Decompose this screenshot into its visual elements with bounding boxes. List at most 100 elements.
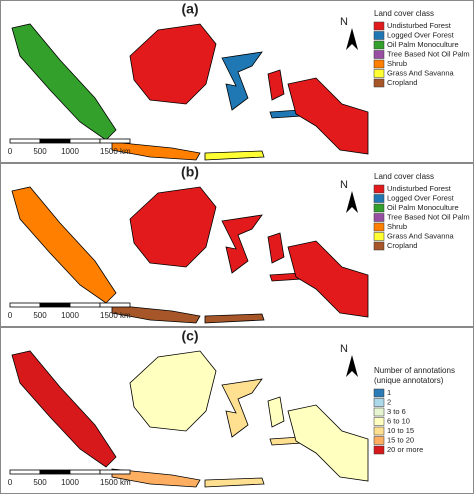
legend-swatch: [373, 232, 385, 241]
legend-label: Logged Over Forest: [387, 193, 455, 202]
panel-label: (c): [181, 328, 198, 344]
island: [11, 186, 117, 304]
scale-segment: [9, 302, 41, 308]
island: [267, 396, 285, 428]
legend-swatch: [373, 50, 385, 59]
scale-segment: [69, 138, 101, 144]
island: [11, 23, 117, 141]
legend-title: Number of annotations: [374, 366, 455, 375]
scale-segment: [39, 302, 71, 308]
scale-label: 1500 km: [100, 311, 131, 320]
legend-swatch: [373, 417, 385, 426]
legend-label: Oil Palm Monoculture: [387, 40, 459, 49]
scale-label: 500: [33, 478, 47, 487]
legend-label: Cropland: [387, 78, 417, 87]
scale-segment: [69, 302, 101, 308]
island: [267, 69, 285, 101]
legend-label: Shrub: [387, 59, 407, 68]
panel-label: (b): [181, 164, 199, 180]
scale-segment: [69, 469, 101, 475]
north-arrow: [346, 191, 358, 213]
legend-swatch: [373, 78, 385, 88]
legend-label: Logged Over Forest: [387, 30, 455, 39]
legend-swatch: [373, 213, 385, 222]
legend-swatch: [373, 426, 385, 436]
island: [129, 23, 217, 105]
island: [129, 186, 217, 268]
legend-swatch: [373, 222, 385, 232]
scale-label: 0: [8, 147, 13, 156]
island: [287, 77, 369, 155]
legend-label: 3 to 6: [387, 407, 406, 416]
legend-label: 1: [387, 388, 391, 397]
legend-title: (unique annotators): [374, 376, 444, 385]
legend-label: Shrub: [387, 222, 407, 231]
legend-label: Tree Based Not Oil Palm: [387, 212, 470, 221]
island: [111, 468, 201, 488]
scale-label: 1000: [61, 478, 79, 487]
map: [11, 23, 369, 161]
legend-label: 6 to 10: [387, 416, 410, 425]
north-arrow: [346, 355, 358, 377]
legend-label: 15 to 20: [387, 435, 414, 444]
legend-label: Cropland: [387, 241, 417, 250]
panel-label: (a): [181, 1, 198, 17]
island: [204, 313, 265, 324]
scale-label: 1000: [61, 311, 79, 320]
scale-label: 1500 km: [100, 147, 131, 156]
legend-label: Oil Palm Monoculture: [387, 203, 459, 212]
legend-swatch: [373, 436, 385, 445]
north-label: N: [340, 179, 348, 191]
legend-swatch: [373, 388, 385, 398]
legend-label: Grass And Savanna: [387, 68, 455, 77]
island: [111, 304, 201, 324]
panel: (b) N 0 500 1000 1500 km Land cover class Undis…: [0, 163, 474, 327]
island: [129, 350, 217, 432]
island: [204, 150, 265, 161]
legend-swatch: [373, 241, 385, 251]
legend-swatch: [373, 203, 385, 213]
scale-segment: [9, 469, 41, 475]
legend-swatch: [373, 31, 385, 40]
island: [221, 214, 263, 274]
scale-label: 1500 km: [100, 478, 131, 487]
legend-label: Grass And Savanna: [387, 231, 455, 240]
legend-label: Tree Based Not Oil Palm: [387, 49, 470, 58]
legend-swatch: [373, 194, 385, 203]
scale-segment: [39, 469, 71, 475]
scale-segment: [39, 138, 71, 144]
scale-segment: [9, 138, 41, 144]
legend-swatch: [373, 398, 385, 407]
island: [221, 378, 263, 438]
island: [111, 141, 201, 161]
scale-segment: [99, 138, 131, 144]
scale-label: 1000: [61, 147, 79, 156]
legend-label: 2: [387, 397, 391, 406]
island: [221, 51, 263, 111]
legend-label: Undisturbed Forest: [387, 21, 452, 30]
scale-segment: [99, 302, 131, 308]
legend-title: Land cover class: [374, 9, 434, 18]
scale-label: 0: [8, 311, 13, 320]
north-label: N: [340, 16, 348, 28]
island: [11, 350, 117, 468]
panel: (c) N 0 500 1000 1500 km Number of annotations…: [0, 327, 474, 494]
island: [287, 240, 369, 318]
map: [11, 186, 369, 324]
north-arrow: [346, 28, 358, 50]
legend-title: Land cover class: [374, 172, 434, 181]
legend-swatch: [373, 445, 385, 455]
scale-label: 0: [8, 478, 13, 487]
legend-swatch: [373, 184, 385, 194]
panel: (a) N 0 500 1000 1500 km Land cover class Undis…: [0, 0, 474, 163]
island: [287, 404, 369, 482]
legend-label: 10 to 15: [387, 426, 414, 435]
legend-label: Undisturbed Forest: [387, 184, 452, 193]
legend-swatch: [373, 59, 385, 69]
scale-label: 500: [33, 311, 47, 320]
island: [267, 232, 285, 264]
legend-swatch: [373, 40, 385, 50]
map: [11, 350, 369, 488]
scale-segment: [99, 469, 131, 475]
